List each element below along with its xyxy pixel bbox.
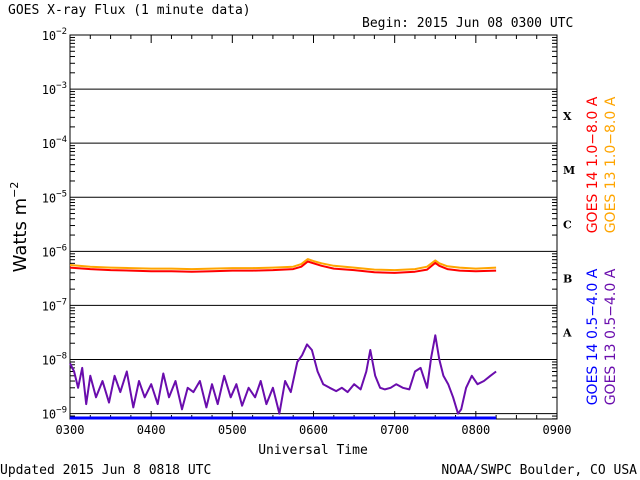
series-line-goes-13-0-5-4-0-a [69, 334, 497, 415]
svg-text:Watts m−2: Watts m−2 [8, 182, 31, 273]
y-tick-exponent: −2 [56, 27, 67, 37]
legend-entry-label: GOES 13 1.0−8.0 A [603, 96, 619, 233]
series-line-goes-13-1-0-8-0-a [69, 258, 497, 272]
flare-class-labels: X M C B A [562, 110, 575, 339]
legend-entry-label: GOES 13 0.5−4.0 A [603, 268, 619, 405]
x-tick-label: 0600 [299, 423, 328, 437]
y-tick-label: 10−7 [42, 297, 67, 313]
y-tick-label: 10−8 [42, 352, 67, 368]
y-tick-base: 10 [42, 354, 56, 368]
y-tick-exponent: −6 [56, 243, 67, 253]
x-tick-label: 0800 [461, 423, 490, 437]
y-tick-exponent: −8 [56, 352, 67, 362]
chart-title: GOES X-ray Flux (1 minute data) [8, 3, 251, 18]
y-axis-label-main: Watts m [10, 198, 31, 272]
y-tick-label: 10−3 [42, 81, 67, 97]
flare-class-b: B [563, 272, 572, 285]
flare-class-a: A [562, 326, 572, 339]
y-tick-base: 10 [42, 83, 56, 97]
legend-entry: GOES 13 1.0−8.0 A [603, 96, 619, 233]
legend-entry: GOES 14 0.5−4.0 A [585, 268, 601, 405]
series-line-goes-14-1-0-8-0-a [69, 260, 497, 274]
legend-entry: GOES 13 0.5−4.0 A [603, 268, 619, 405]
x-tick-label: 0300 [56, 423, 85, 437]
series-layer [69, 258, 497, 420]
x-tick-label: 0400 [137, 423, 166, 437]
plot-frame [69, 34, 558, 420]
y-tick-label: 10−2 [42, 27, 67, 43]
y-tick-label: 10−9 [42, 406, 67, 422]
y-tick-base: 10 [42, 29, 56, 43]
y-axis-label-exponent: −2 [8, 182, 21, 198]
y-tick-label: 10−4 [42, 135, 67, 151]
y-tick-exponent: −9 [56, 406, 67, 416]
y-tick-exponent: −3 [56, 81, 67, 91]
legend-entry: GOES 14 1.0−8.0 A [585, 96, 601, 233]
y-tick-base: 10 [42, 191, 56, 205]
y-tick-base: 10 [42, 408, 56, 422]
x-tick-label: 0700 [380, 423, 409, 437]
y-axis-label: Watts m−2 [8, 182, 31, 273]
y-tick-base: 10 [42, 137, 56, 151]
legend-entry-label: GOES 14 0.5−4.0 A [585, 268, 601, 405]
flare-class-x: X [563, 110, 572, 123]
y-tick-base: 10 [42, 299, 56, 313]
y-tick-exponent: −5 [56, 189, 67, 199]
x-tick-label: 0900 [543, 423, 572, 437]
grid-lines [70, 34, 557, 415]
y-tick-exponent: −7 [56, 297, 67, 307]
y-tick-exponent: −4 [56, 135, 67, 145]
x-axis-ticks: 0300 0400 0500 0600 0700 0800 0900 [56, 35, 572, 437]
flare-class-c: C [563, 218, 572, 231]
x-axis-label: Universal Time [258, 443, 368, 458]
y-axis-ticks: 10−210−310−410−510−610−710−810−9 [42, 27, 557, 422]
flare-class-m: M [563, 164, 575, 177]
x-tick-label: 0500 [218, 423, 247, 437]
updated-label: Updated 2015 Jun 8 0818 UTC [0, 463, 211, 478]
legend-entry-label: GOES 14 1.0−8.0 A [585, 96, 601, 233]
credit-label: NOAA/SWPC Boulder, CO USA [441, 463, 637, 478]
y-tick-label: 10−6 [42, 243, 67, 259]
y-tick-label: 10−5 [42, 189, 67, 205]
begin-label: Begin: 2015 Jun 08 0300 UTC [362, 16, 573, 31]
legend: GOES 14 1.0−8.0 A GOES 13 1.0−8.0 A GOES 1… [585, 96, 619, 405]
y-tick-base: 10 [42, 245, 56, 259]
